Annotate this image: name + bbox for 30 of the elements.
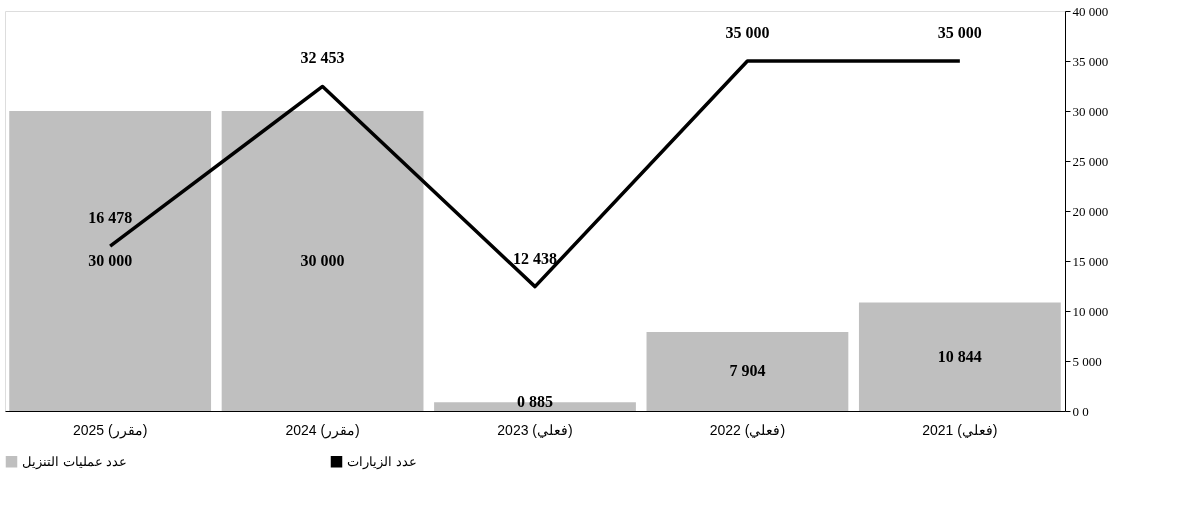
data-label: 35 000	[725, 24, 770, 41]
x-tick-label: 2024 (مقرر)	[285, 421, 360, 439]
y-tick-label: 30 000	[1072, 103, 1109, 119]
x-tick-label: 2023 (فعلي)	[497, 421, 573, 438]
legend-label: عدد عمليات التنزيل	[22, 453, 128, 470]
y-tick-label: 40 000	[1072, 3, 1109, 19]
y-tick-label: 20 000	[1072, 203, 1109, 219]
y-tick-label: 0 0	[1072, 403, 1089, 419]
data-label: 30 000	[300, 252, 345, 269]
bar	[9, 111, 212, 411]
data-label: 32 453	[300, 49, 345, 67]
data-label: 10 844	[937, 347, 982, 365]
y-tick-label: 5 000	[1072, 353, 1102, 369]
y-tick-label: 35 000	[1072, 53, 1109, 69]
data-label: 12 438	[513, 249, 557, 267]
y-tick-label: 10 000	[1072, 303, 1109, 319]
x-tick-label: 2025 (مقرر)	[72, 421, 148, 439]
y-tick-label: 15 000	[1072, 253, 1109, 269]
y-tick-label: 25 000	[1072, 153, 1109, 169]
data-label: 16 478	[88, 209, 133, 227]
bar	[858, 302, 1061, 411]
data-label: 0 885	[517, 393, 553, 411]
data-label: 35 000	[937, 24, 982, 41]
data-label: 30 000	[88, 252, 133, 269]
bar	[646, 331, 849, 411]
x-tick-label: 2021 (فعلي)	[922, 421, 998, 438]
data-label: 7 904	[729, 362, 766, 380]
legend-label: عدد الزيارات	[347, 453, 417, 470]
bar	[221, 111, 424, 411]
x-tick-label: 2022 (فعلي)	[709, 421, 786, 438]
